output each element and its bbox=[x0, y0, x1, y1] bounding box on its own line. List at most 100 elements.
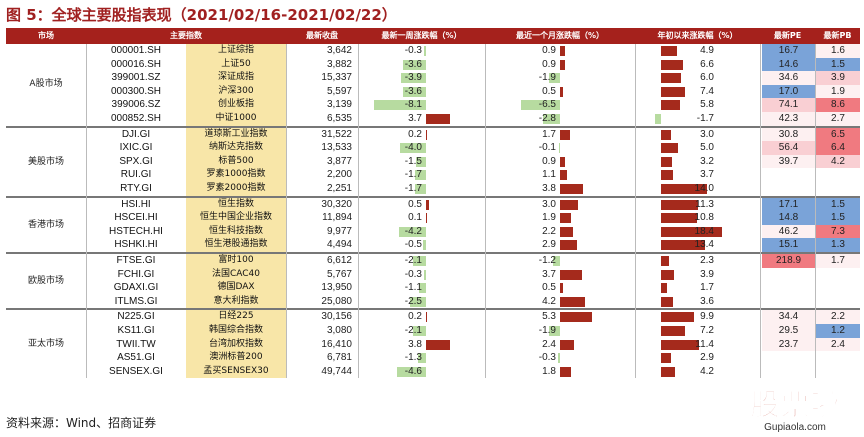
month-change-bar bbox=[560, 339, 575, 350]
pe-value: 23.7 bbox=[762, 337, 815, 352]
month-change-bar bbox=[559, 143, 560, 154]
latest-close: 15,337 bbox=[321, 72, 352, 84]
table-row: FCHI.GI 法国CAC40 5,767 -0.3 3.7 3.9 bbox=[6, 267, 860, 282]
week-change-bar bbox=[400, 143, 426, 154]
table-row: ITLMS.GI 意大利指数 25,080 -2.5 4.2 3.6 bbox=[6, 294, 860, 309]
market-region-label: 美股市场 bbox=[27, 156, 64, 167]
month-change-bar bbox=[552, 256, 560, 266]
week-change-value: 3.7 bbox=[408, 113, 422, 124]
index-name: 中证1000 bbox=[186, 112, 286, 126]
index-name: 罗素2000指数 bbox=[186, 182, 286, 196]
index-code: TWII.TW bbox=[116, 338, 156, 350]
latest-close: 2,251 bbox=[326, 183, 352, 194]
month-change-value: 5.3 bbox=[542, 311, 556, 323]
month-change-value: 0.9 bbox=[542, 155, 556, 167]
month-change-bar bbox=[560, 312, 592, 323]
ytd-change-bar bbox=[661, 226, 722, 237]
pe-value: 74.1 bbox=[762, 98, 815, 112]
latest-close: 4,494 bbox=[326, 239, 352, 251]
month-change-bar bbox=[560, 156, 566, 167]
pe-value: 42.3 bbox=[762, 112, 815, 126]
table-row: 000001.SH 上证综指 3,642 -0.3 0.9 4.9 16.7 1.6 bbox=[6, 44, 860, 58]
latest-close: 30,156 bbox=[321, 311, 352, 323]
month-change-bar bbox=[560, 226, 574, 237]
index-code: 399001.SZ bbox=[111, 72, 161, 84]
pb-value: 2.2 bbox=[816, 310, 860, 324]
pb-value: 1.7 bbox=[816, 254, 860, 268]
index-name: 意大利指数 bbox=[186, 294, 286, 309]
pb-value: 2.4 bbox=[816, 337, 860, 352]
latest-close: 5,767 bbox=[326, 268, 352, 280]
month-change-value: 1.9 bbox=[542, 212, 556, 224]
latest-close: 30,320 bbox=[321, 198, 352, 210]
ytd-change-bar bbox=[661, 366, 675, 377]
latest-close: 3,139 bbox=[326, 99, 352, 111]
month-change-value: 3.8 bbox=[542, 183, 556, 194]
ytd-change-bar bbox=[661, 59, 683, 70]
ytd-change-value: 7.2 bbox=[700, 325, 714, 336]
ytd-change-value: 3.7 bbox=[700, 169, 714, 181]
index-code: 000852.SH bbox=[110, 113, 162, 124]
ytd-change-bar bbox=[661, 283, 667, 294]
week-change-bar bbox=[422, 240, 426, 251]
table-row: SPX.GI 标普500 3,877 -1.5 0.9 3.2 39.7 4.2 bbox=[6, 154, 860, 169]
ytd-change-value: 11.3 bbox=[695, 198, 714, 210]
col-month: 最近一个月涨跌幅（%） bbox=[515, 31, 604, 40]
market-region-label: 亚太市场 bbox=[27, 339, 64, 350]
month-change-value: 2.2 bbox=[542, 225, 556, 237]
index-code: 000001.SH bbox=[110, 45, 162, 56]
pb-value: 7.3 bbox=[816, 224, 860, 239]
latest-close: 6,612 bbox=[326, 255, 352, 266]
month-change-value: 1.7 bbox=[542, 128, 556, 140]
ytd-change-bar bbox=[661, 240, 706, 251]
column-divider bbox=[760, 44, 761, 379]
ytd-change-value: 7.4 bbox=[700, 85, 714, 97]
col-market: 市场 bbox=[38, 31, 54, 40]
pb-value: 1.5 bbox=[816, 197, 860, 212]
index-code: HSCEI.HI bbox=[114, 212, 158, 224]
table-row: 000852.SH 中证1000 6,535 3.7 -2.8 -1.7 42.3 2.7 bbox=[6, 112, 860, 126]
index-name: 恒生港股通指数 bbox=[186, 238, 286, 252]
latest-close: 9,977 bbox=[326, 225, 352, 237]
index-code: FTSE.GI bbox=[116, 255, 156, 266]
pe-value: 14.6 bbox=[762, 57, 815, 72]
column-divider bbox=[635, 44, 636, 379]
week-change-value: -2.1 bbox=[404, 255, 422, 266]
week-change-bar bbox=[415, 170, 426, 181]
month-change-bar bbox=[548, 326, 560, 336]
week-change-value: -1.7 bbox=[404, 183, 422, 194]
week-change-bar bbox=[374, 100, 426, 111]
month-change-bar bbox=[560, 129, 571, 140]
month-change-bar bbox=[560, 366, 571, 377]
group-divider bbox=[6, 308, 860, 311]
pe-value bbox=[762, 351, 815, 365]
month-change-value: 3.7 bbox=[542, 268, 556, 280]
table-row: SENSEX.GI 孟买SENSEX30 49,744 -4.6 1.8 4.2 bbox=[6, 364, 860, 379]
market-region-label: 香港市场 bbox=[27, 219, 64, 230]
svg-text:股票啦: 股票啦 bbox=[750, 388, 840, 423]
table-row: 000300.SH 沪深300 5,597 -3.6 0.5 7.4 17.0 1.9 bbox=[6, 84, 860, 99]
ytd-change-value: 2.9 bbox=[700, 352, 714, 364]
month-change-value: -1.2 bbox=[538, 255, 556, 266]
pe-value bbox=[762, 168, 815, 182]
index-name: 纳斯达克指数 bbox=[186, 141, 286, 155]
pb-value bbox=[816, 365, 860, 379]
ytd-change-value: 5.0 bbox=[700, 142, 714, 154]
month-change-bar bbox=[548, 73, 560, 84]
week-change-value: -2.1 bbox=[404, 325, 422, 336]
latest-close: 3,882 bbox=[326, 58, 352, 70]
week-change-bar bbox=[418, 283, 426, 294]
ytd-change-value: 6.0 bbox=[700, 72, 714, 84]
ytd-change-value: 3.6 bbox=[700, 295, 714, 307]
table-row: N225.GI 日经225 30,156 0.2 5.3 9.9 34.4 2.2 bbox=[6, 310, 860, 324]
week-change-bar bbox=[410, 296, 426, 307]
column-divider bbox=[286, 44, 287, 379]
latest-close: 3,877 bbox=[326, 155, 352, 167]
group-divider bbox=[6, 125, 860, 128]
ytd-change-bar bbox=[661, 213, 697, 224]
market-region-label: 欧股市场 bbox=[27, 276, 64, 286]
week-change-bar bbox=[412, 256, 426, 266]
index-name: 法国CAC40 bbox=[186, 267, 286, 282]
month-change-value: 0.9 bbox=[542, 45, 556, 56]
week-change-value: 0.2 bbox=[408, 128, 422, 140]
